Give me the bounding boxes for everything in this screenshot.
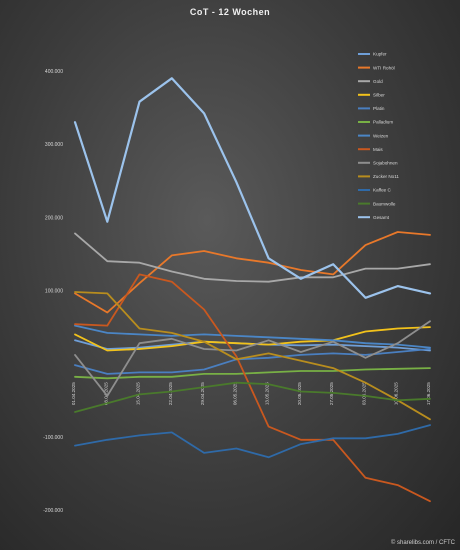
x-axis: 01.04.2025 08.04.2025 15.04.2025 22.04.2025…	[71, 382, 431, 405]
y-tick-label: 100.000	[45, 289, 63, 295]
x-tick-label: 17.06.2025	[426, 382, 431, 405]
x-tick-label: 29.04.2025	[200, 382, 205, 405]
chart-title: CoT - 12 Wochen	[190, 7, 270, 17]
y-tick-label: -100.000	[43, 435, 63, 441]
series-line-weizen	[74, 324, 431, 349]
legend-label: Platin	[373, 106, 385, 111]
x-tick-label: 10.06.2025	[394, 382, 399, 405]
legend-label: Zucker No11	[373, 174, 399, 179]
x-tick-label: 22.04.2025	[168, 382, 173, 405]
x-tick-label: 20.05.2025	[297, 382, 302, 405]
legend-label: Weizen	[373, 133, 389, 138]
y-tick-label: 200.000	[45, 215, 63, 221]
series-line-wti-roh-l	[74, 231, 431, 314]
legend-label: Silber	[373, 93, 385, 98]
series-line-palladium	[74, 367, 431, 380]
y-axis: 400.000 300.000 200.000 100.000 -100.000 -200…	[43, 69, 63, 514]
x-tick-label: 13.05.2025	[265, 382, 270, 405]
series-line-gold	[74, 232, 431, 283]
series-line-mais	[74, 273, 431, 503]
legend-label: Mais	[373, 147, 383, 152]
legend-label: Baumwolle	[373, 201, 396, 206]
series-lines	[73, 77, 432, 503]
series-line-baumwolle	[74, 381, 431, 413]
legend-label: Sojabohnen	[373, 161, 398, 166]
x-tick-label: 03.06.2025	[361, 382, 366, 405]
y-tick-label: 300.000	[45, 142, 63, 148]
legend: Kupfer WTI Rohöl Gold Silber Platin Palladium…	[358, 52, 399, 220]
series-line-zucker-no11	[74, 291, 431, 421]
legend-label: Palladium	[373, 120, 393, 125]
legend-label: Gesamt	[373, 215, 390, 220]
series-line-sojabohnen	[74, 320, 431, 397]
series-line-silber	[74, 326, 431, 352]
x-tick-label: 06.05.2025	[232, 382, 237, 405]
legend-label: Gold	[373, 79, 383, 84]
y-tick-label: -200.000	[43, 508, 63, 514]
y-tick-label: 400.000	[45, 69, 63, 75]
series-line-kaffee-c	[74, 424, 431, 459]
x-tick-label: 15.04.2025	[136, 382, 141, 405]
legend-label: Kaffee C	[373, 188, 391, 193]
source-credit: © sharelibs.com / CFTC	[391, 539, 456, 546]
series-line-gesamt	[73, 77, 432, 299]
x-tick-label: 01.04.2025	[71, 382, 76, 405]
legend-label: Kupfer	[373, 52, 387, 57]
legend-label: WTI Rohöl	[373, 65, 395, 70]
